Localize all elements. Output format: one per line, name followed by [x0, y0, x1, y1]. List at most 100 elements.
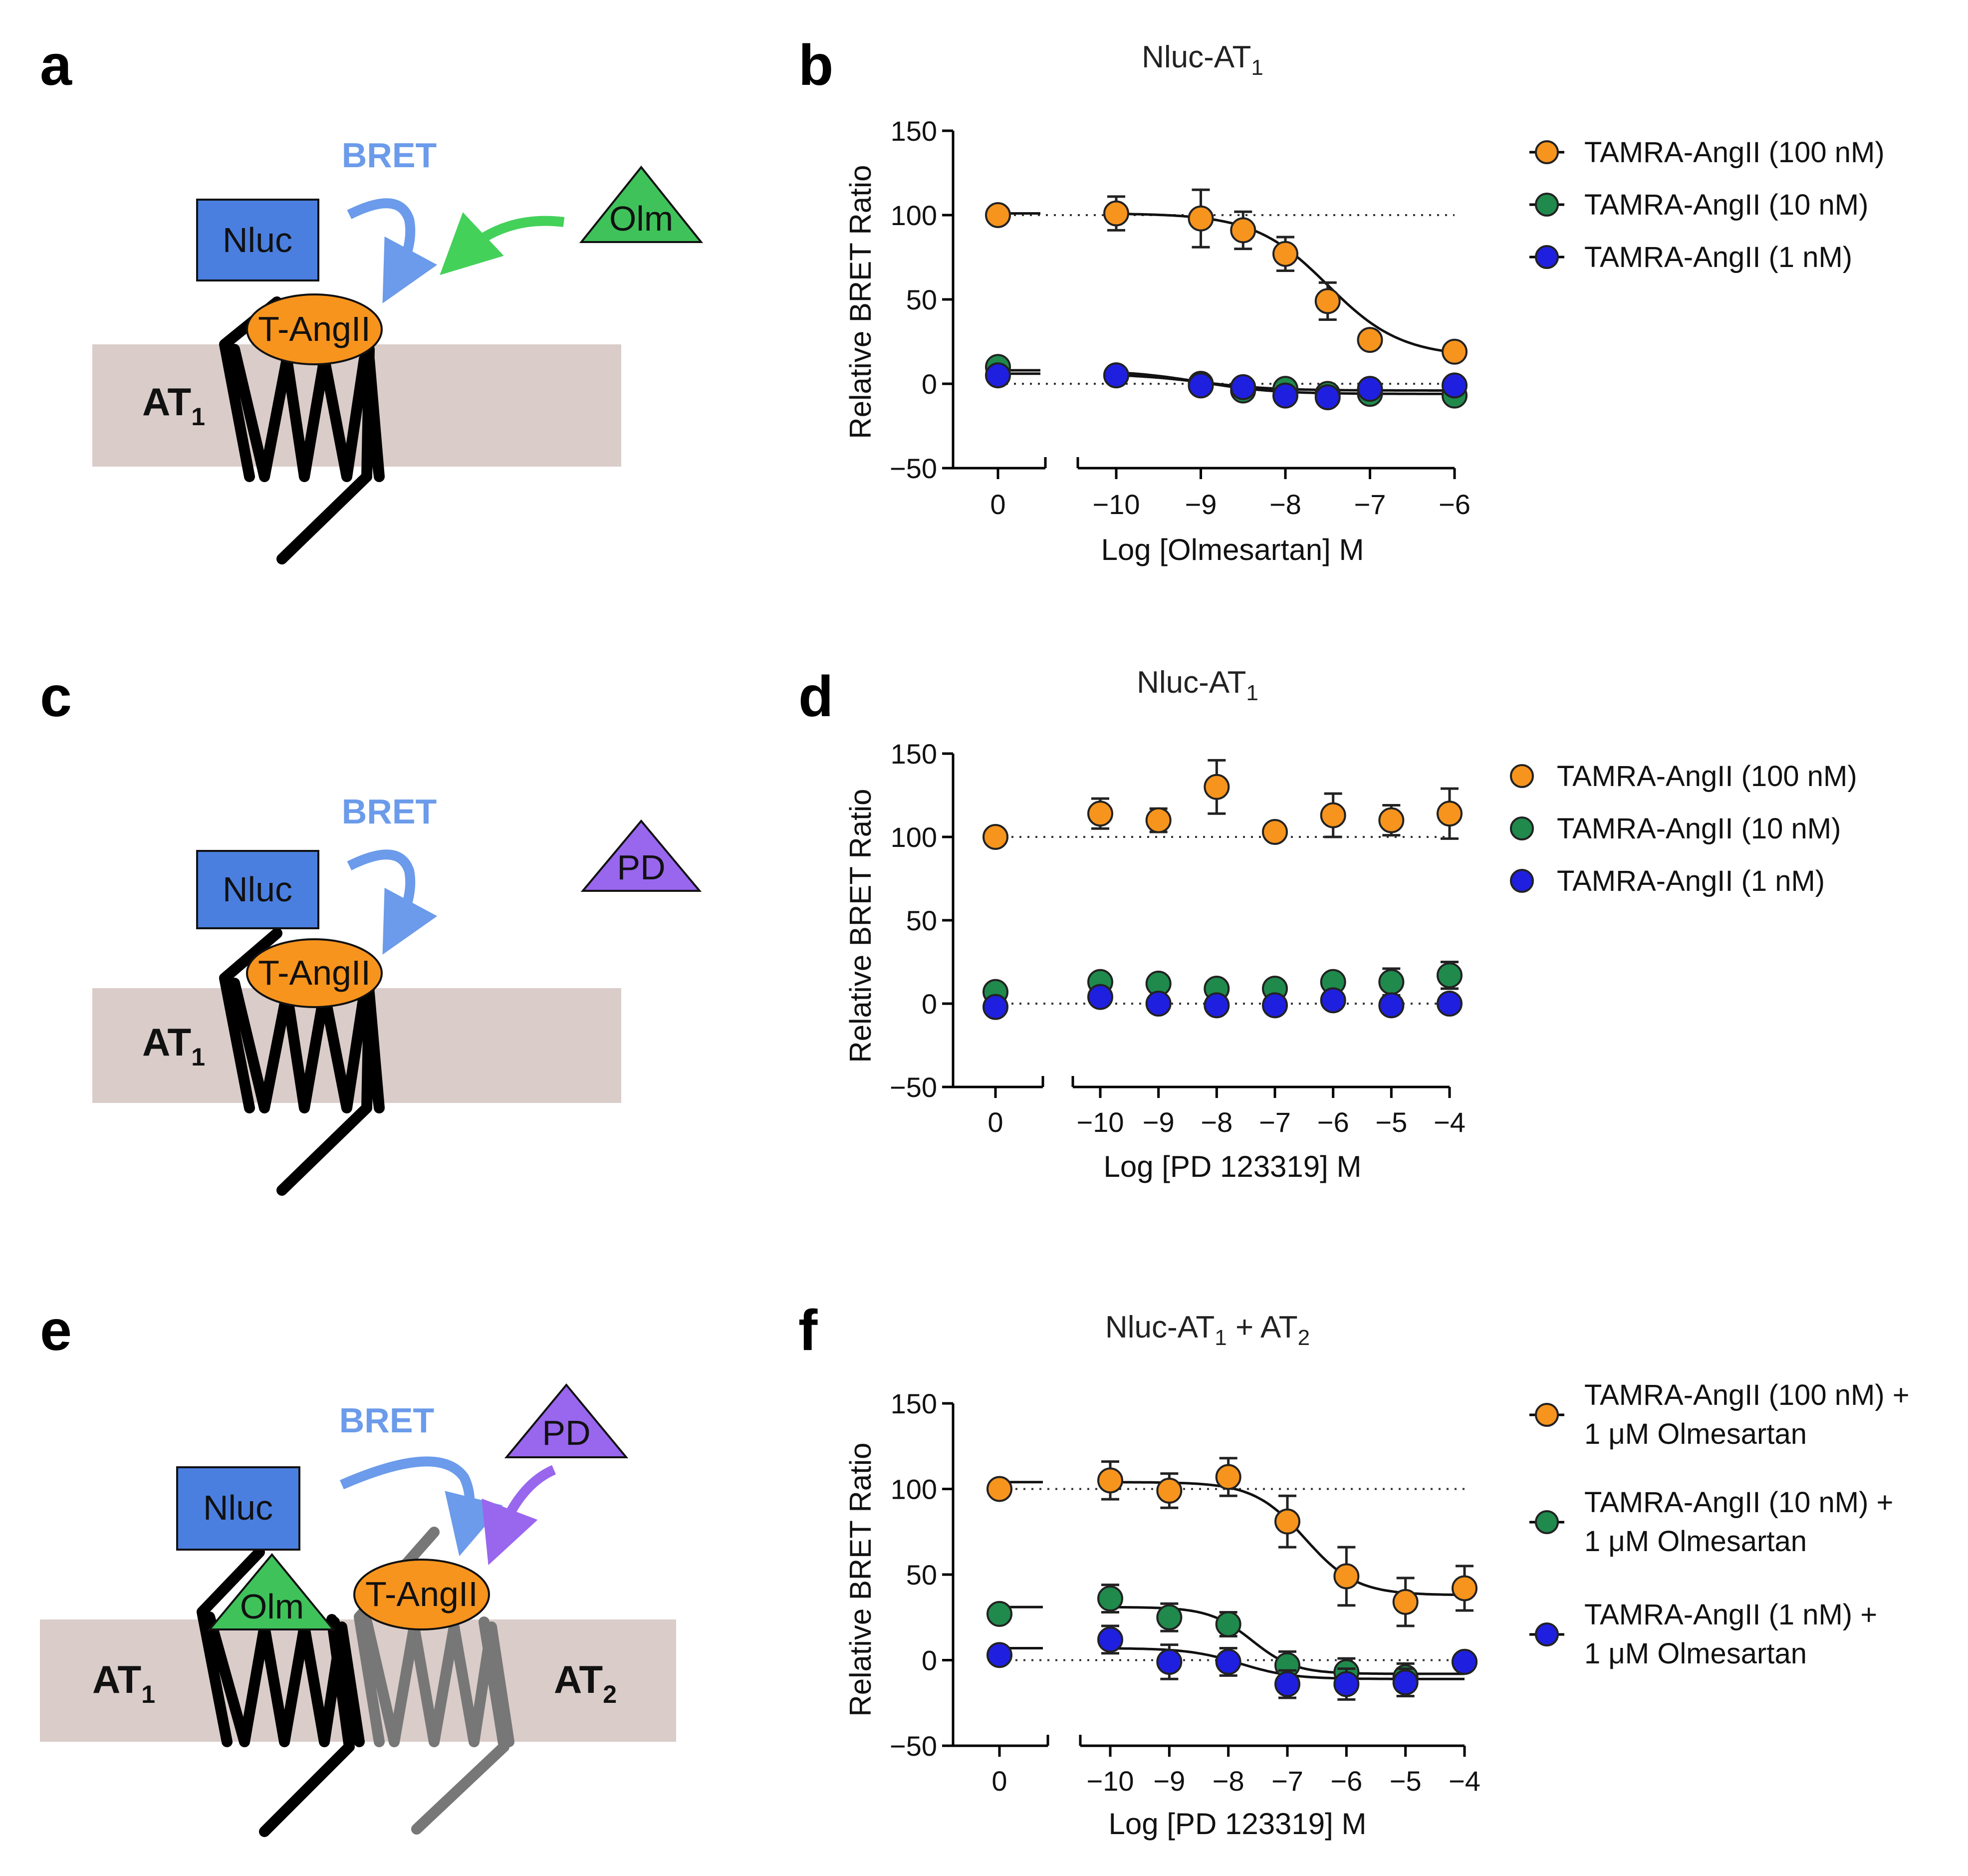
nluc-label: Nluc — [203, 1488, 273, 1527]
panel-letter-d: d — [798, 665, 833, 729]
data-point — [1442, 338, 1468, 365]
data-point — [1378, 807, 1405, 833]
data-point — [1437, 991, 1463, 1017]
t-angii-ellipse — [246, 293, 383, 365]
panel-letter-e: e — [40, 1299, 72, 1362]
data-point — [1274, 1671, 1300, 1697]
data-point — [985, 202, 1011, 228]
panel-e: e Nluc Olm T-AngII BRET PD AT1 AT2 — [40, 1299, 676, 1837]
x-tick-label: 0 — [987, 1106, 1003, 1138]
data-point — [1097, 1467, 1123, 1494]
legend-label: TAMRA-AngII (10 nM) — [1584, 189, 1868, 221]
legend-label-line2: 1 μM Olmesartan — [1584, 1637, 1807, 1670]
data-point — [1230, 217, 1256, 244]
legend-item: TAMRA-AngII (1 nM) — [1529, 241, 1852, 273]
data-point — [1204, 992, 1230, 1019]
panel-letter-b: b — [798, 33, 833, 97]
data-point — [1442, 372, 1468, 399]
data-point — [1215, 1611, 1241, 1637]
data-point — [1392, 1589, 1419, 1615]
x-tick-label: −10 — [1087, 1765, 1134, 1797]
panel-b: b Nluc-AT1 150 100 50 0 −50 0 −10 −9 −8 −7 −6 Log … — [798, 33, 1885, 566]
y-axis-label: Relative BRET Ratio — [844, 165, 877, 439]
legend-marker-blue — [1535, 245, 1559, 269]
chart-b: 150 100 50 0 −50 0 −10 −9 −8 −7 −6 — [890, 115, 1471, 520]
legend-item: TAMRA-AngII (100 nM) — [1529, 136, 1885, 169]
bret-arrow — [347, 198, 438, 303]
data-point — [1230, 374, 1256, 400]
x-axis-label: Log [PD 123319] M — [1103, 1150, 1361, 1183]
x-tick-label: −6 — [1330, 1765, 1362, 1797]
x-tick-label: −10 — [1077, 1106, 1124, 1138]
bret-arrow — [347, 849, 438, 955]
at1-label: AT1 — [142, 380, 205, 431]
data-point — [1087, 984, 1113, 1010]
data-point — [1215, 1648, 1241, 1675]
bret-label: BRET — [339, 1401, 435, 1440]
olm-triangle — [207, 1553, 336, 1630]
chart-title: Nluc-AT1 — [1142, 40, 1263, 80]
data-point — [1357, 327, 1383, 353]
x-tick-label: −10 — [1093, 489, 1140, 520]
legend-marker-blue — [1535, 1622, 1559, 1646]
panel-a: a Nluc T-AngII BRET Olm AT1 — [40, 33, 704, 564]
panel-letter-f: f — [798, 1299, 818, 1362]
data-point — [983, 824, 1008, 850]
olm-arrow — [440, 212, 565, 275]
data-point — [1320, 987, 1346, 1014]
x-tick-label: −8 — [1201, 1106, 1232, 1138]
data-point — [1188, 372, 1214, 399]
legend-item: TAMRA-AngII (100 nM) — [1510, 760, 1857, 793]
x-tick-label: −5 — [1390, 1765, 1422, 1797]
y-tick-label: 100 — [891, 1474, 937, 1505]
olm-label: Olm — [609, 199, 673, 238]
pd-triangle — [504, 1383, 629, 1458]
data-point — [1392, 1669, 1419, 1696]
y-axis-label: Relative BRET Ratio — [844, 1442, 877, 1716]
y-axis-label: Relative BRET Ratio — [844, 789, 877, 1063]
x-tick-label: −7 — [1259, 1106, 1291, 1138]
data-point — [1437, 962, 1463, 989]
y-tick-label: 50 — [906, 905, 937, 936]
t-angii-label: T-AngII — [258, 953, 371, 992]
data-point — [1103, 200, 1129, 227]
data-point — [1274, 1508, 1300, 1535]
legend-item: TAMRA-AngII (100 nM) + 1 μM Olmesartan — [1529, 1379, 1910, 1450]
nluc-label: Nluc — [223, 870, 292, 909]
pd-triangle — [580, 819, 702, 892]
data-point — [986, 1642, 1012, 1668]
data-point — [1188, 205, 1214, 232]
chart-title: Nluc-AT1 — [1137, 665, 1258, 705]
data-point — [986, 1476, 1012, 1502]
legend-item: TAMRA-AngII (10 nM) — [1510, 812, 1841, 845]
legend-marker-green — [1510, 816, 1534, 840]
y-tick-label: 50 — [906, 284, 937, 315]
x-tick-label: −9 — [1153, 1765, 1185, 1797]
data-point — [1262, 992, 1288, 1019]
y-tick-label: 0 — [922, 1645, 937, 1676]
legend-item: TAMRA-AngII (1 nM) — [1510, 865, 1825, 897]
data-point — [1452, 1575, 1477, 1602]
legend-marker-blue — [1510, 869, 1534, 893]
t-angii-label: T-AngII — [365, 1575, 478, 1613]
olm-triangle — [579, 165, 704, 243]
chart-f: 150 100 50 0 −50 0 −10 −9 −8 −7 −6 −5 −4 — [890, 1388, 1480, 1797]
legend-item: TAMRA-AngII (10 nM) — [1529, 189, 1868, 221]
x-tick-label: −7 — [1271, 1765, 1303, 1797]
data-point — [1333, 1563, 1360, 1590]
panel-letter-a: a — [40, 33, 72, 97]
data-point — [1097, 1586, 1123, 1612]
data-point — [1357, 376, 1383, 402]
x-tick-label: 0 — [990, 489, 1005, 520]
x-axis-label: Log [Olmesartan] M — [1101, 533, 1364, 566]
y-tick-label: 150 — [891, 115, 937, 147]
data-point — [1156, 1477, 1183, 1504]
bret-label: BRET — [342, 792, 437, 831]
data-point — [1320, 802, 1346, 828]
x-tick-label: −5 — [1375, 1106, 1407, 1138]
data-point — [1156, 1604, 1183, 1630]
data-point — [1272, 382, 1298, 409]
x-tick-label: 0 — [991, 1765, 1007, 1797]
